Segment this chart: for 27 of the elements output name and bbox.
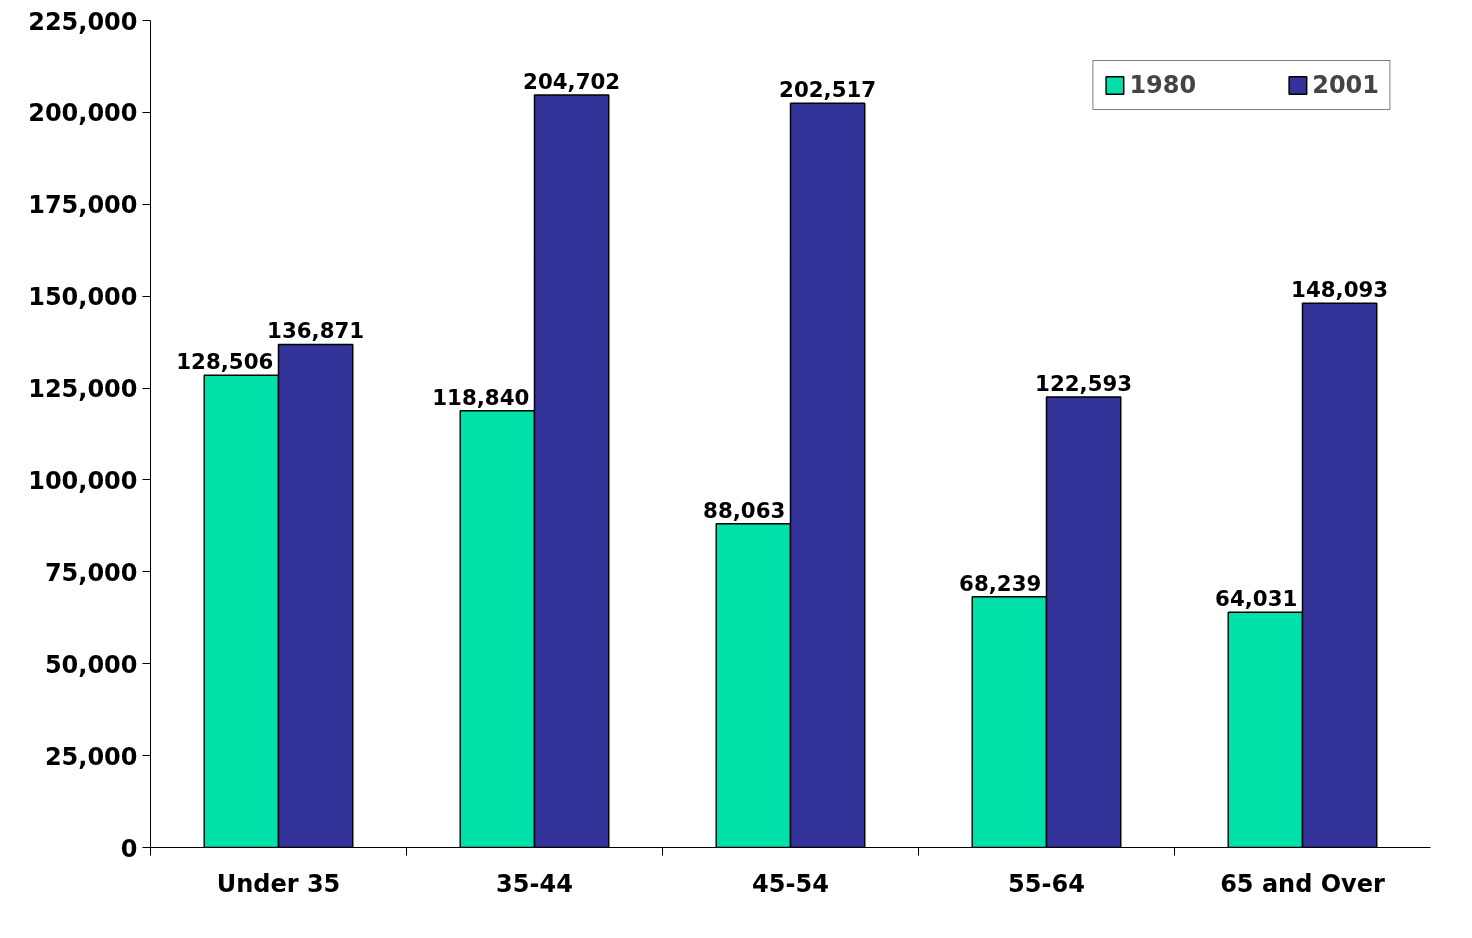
data-label: 136,871 xyxy=(267,318,365,344)
x-tick-label: Under 35 xyxy=(216,869,341,898)
y-tick-label: 200,000 xyxy=(28,99,138,128)
y-tick-label: 100,000 xyxy=(28,466,138,495)
y-tick-label: 150,000 xyxy=(28,283,138,312)
x-tick-label: 55-64 xyxy=(1008,869,1085,898)
y-tick-label: 0 xyxy=(120,834,138,863)
data-label: 118,840 xyxy=(432,384,530,410)
data-label: 88,063 xyxy=(703,497,786,523)
y-tick-label: 125,000 xyxy=(28,375,138,404)
data-label: 202,517 xyxy=(779,77,877,103)
legend-label: 2001 xyxy=(1312,71,1379,99)
y-tick-label: 50,000 xyxy=(44,650,138,679)
data-label: 128,506 xyxy=(176,349,274,375)
data-label: 68,239 xyxy=(959,570,1042,596)
x-tick-label: 65 and Over xyxy=(1220,869,1386,898)
y-tick-label: 175,000 xyxy=(28,191,138,220)
legend-label: 1980 xyxy=(1129,71,1197,99)
x-tick-label: 35-44 xyxy=(496,869,573,898)
y-tick-label: 25,000 xyxy=(44,742,138,771)
data-label: 148,093 xyxy=(1291,277,1389,303)
y-tick-label: 75,000 xyxy=(44,558,138,587)
data-label: 122,593 xyxy=(1035,370,1133,396)
data-label: 64,031 xyxy=(1215,586,1298,612)
x-tick-label: 45-54 xyxy=(752,869,829,898)
data-label: 204,702 xyxy=(523,69,621,95)
y-tick-label: 225,000 xyxy=(28,7,138,36)
